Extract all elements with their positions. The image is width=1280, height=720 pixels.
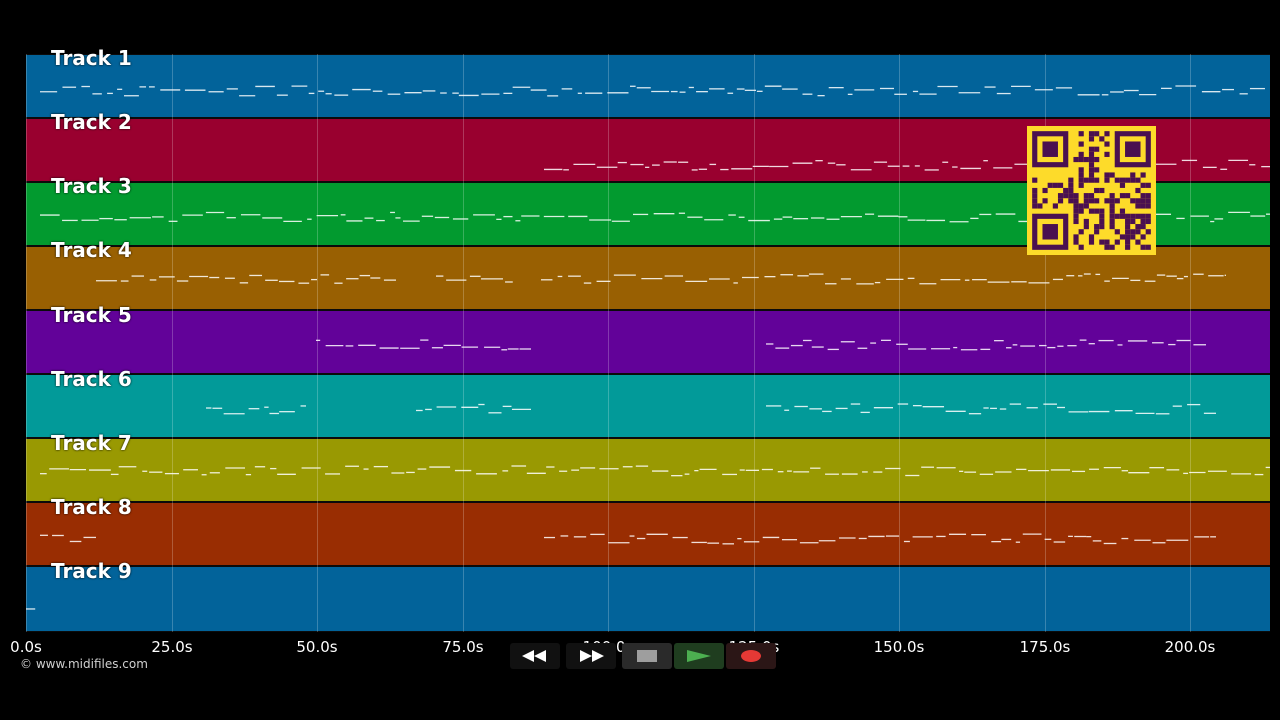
grid-line — [1190, 54, 1191, 632]
track-label-1: Track 1 — [51, 46, 132, 70]
track-row-4[interactable] — [26, 246, 1270, 310]
piano-roll — [26, 54, 1270, 632]
fast-forward-icon — [580, 650, 604, 662]
play-icon — [687, 650, 711, 662]
grid-line — [172, 54, 173, 632]
rewind-icon — [522, 650, 546, 662]
record-icon — [741, 650, 761, 662]
track-label-4: Track 4 — [51, 238, 132, 262]
grid-line — [1045, 54, 1046, 632]
track-notes-8 — [40, 533, 1216, 545]
track-label-9: Track 9 — [51, 559, 132, 583]
stop-button[interactable] — [622, 643, 672, 669]
time-tick: 0.0s — [10, 638, 42, 656]
track-notes-5 — [316, 339, 1206, 351]
play-button[interactable] — [674, 643, 724, 669]
track-label-8: Track 8 — [51, 495, 132, 519]
track-row-7[interactable] — [26, 438, 1270, 502]
time-tick: 50.0s — [296, 638, 338, 656]
track-row-8[interactable] — [26, 502, 1270, 566]
fast-forward-button[interactable] — [566, 643, 616, 669]
time-tick: 200.0s — [1164, 638, 1216, 656]
track-label-2: Track 2 — [51, 110, 132, 134]
grid-line — [26, 54, 27, 632]
qr-code-image — [1027, 126, 1156, 255]
grid-line — [608, 54, 609, 632]
track-notes-1 — [40, 85, 1265, 97]
track-notes-6 — [206, 403, 1216, 415]
track-row-5[interactable] — [26, 310, 1270, 374]
time-tick: 150.0s — [873, 638, 925, 656]
time-tick: 75.0s — [442, 638, 484, 656]
transport-controls — [510, 643, 776, 669]
track-notes-4 — [96, 273, 1226, 285]
grid-line — [463, 54, 464, 632]
track-label-5: Track 5 — [51, 303, 132, 327]
stop-icon — [637, 650, 657, 662]
grid-line — [317, 54, 318, 632]
track-label-7: Track 7 — [51, 431, 132, 455]
grid-line — [899, 54, 900, 632]
track-label-6: Track 6 — [51, 367, 132, 391]
time-tick: 175.0s — [1019, 638, 1071, 656]
track-row-1[interactable] — [26, 54, 1270, 118]
grid-line — [754, 54, 755, 632]
track-row-6[interactable] — [26, 374, 1270, 438]
track-row-9[interactable] — [26, 566, 1270, 632]
track-notes-9 — [26, 608, 36, 610]
time-tick: 25.0s — [151, 638, 193, 656]
record-button[interactable] — [726, 643, 776, 669]
copyright-text: © www.midifiles.com — [20, 657, 148, 671]
track-label-3: Track 3 — [51, 174, 132, 198]
rewind-button[interactable] — [510, 643, 560, 669]
track-notes-7 — [40, 465, 1270, 477]
